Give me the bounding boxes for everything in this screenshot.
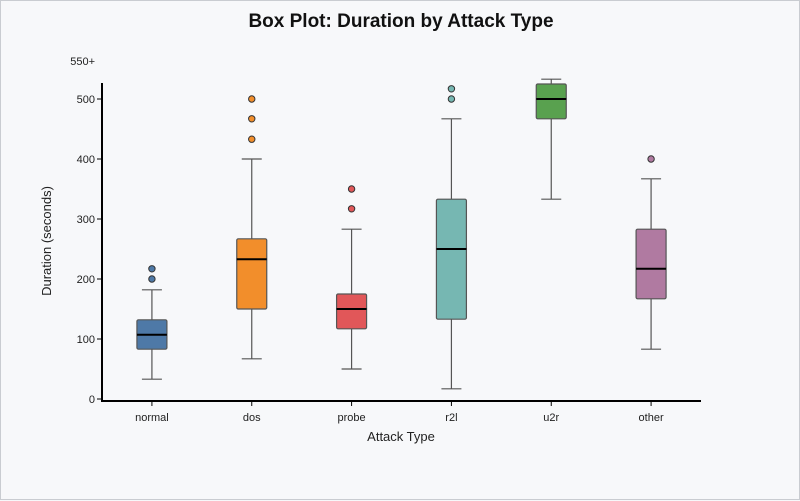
x-tick-label: r2l [445,412,457,424]
axes [101,83,701,402]
y-tick-label: 100 [77,334,95,346]
x-ticks: normal dos probe r2l u2r other [135,401,664,424]
box-other [635,155,667,350]
iqr-box [335,293,368,330]
outlier-point [347,205,356,213]
chart-title: Box Plot: Duration by Attack Type [248,11,554,32]
outlier-point [347,185,356,193]
iqr-box [635,228,667,300]
x-axis-title: Attack Type [367,429,435,444]
iqr-box [236,238,268,310]
box-dos [236,95,268,360]
y-tick-label: 300 [77,214,95,226]
outlier-point [248,135,256,143]
y-axis-title: Duration (seconds) [39,186,54,296]
y-tick-label: 0 [89,394,95,406]
outlier-point [447,85,456,93]
box-u2r [535,78,567,200]
iqr-box [535,83,567,120]
x-tick-label: other [639,412,664,424]
y-tick-label: 400 [77,154,95,166]
box-normal [136,265,168,380]
outlier-point [647,155,655,163]
x-tick-label: normal [135,412,169,424]
y-tick-label: 200 [77,274,95,286]
x-tick-label: dos [243,412,261,424]
outlier-point [148,275,156,283]
outlier-point [447,95,456,103]
y-tick-label: 500 [77,94,95,106]
boxes [136,78,667,390]
outlier-point [148,265,156,273]
x-tick-label: u2r [543,412,559,424]
outlier-point [248,95,256,103]
box-r2l [435,85,468,390]
y-tick-label-top: 550+ [70,56,95,68]
y-ticks: 0 100 200 300 400 500 550+ [70,56,102,406]
box-probe [335,185,368,370]
x-tick-label: probe [338,412,366,424]
iqr-box [435,198,468,320]
outlier-point [248,115,256,123]
